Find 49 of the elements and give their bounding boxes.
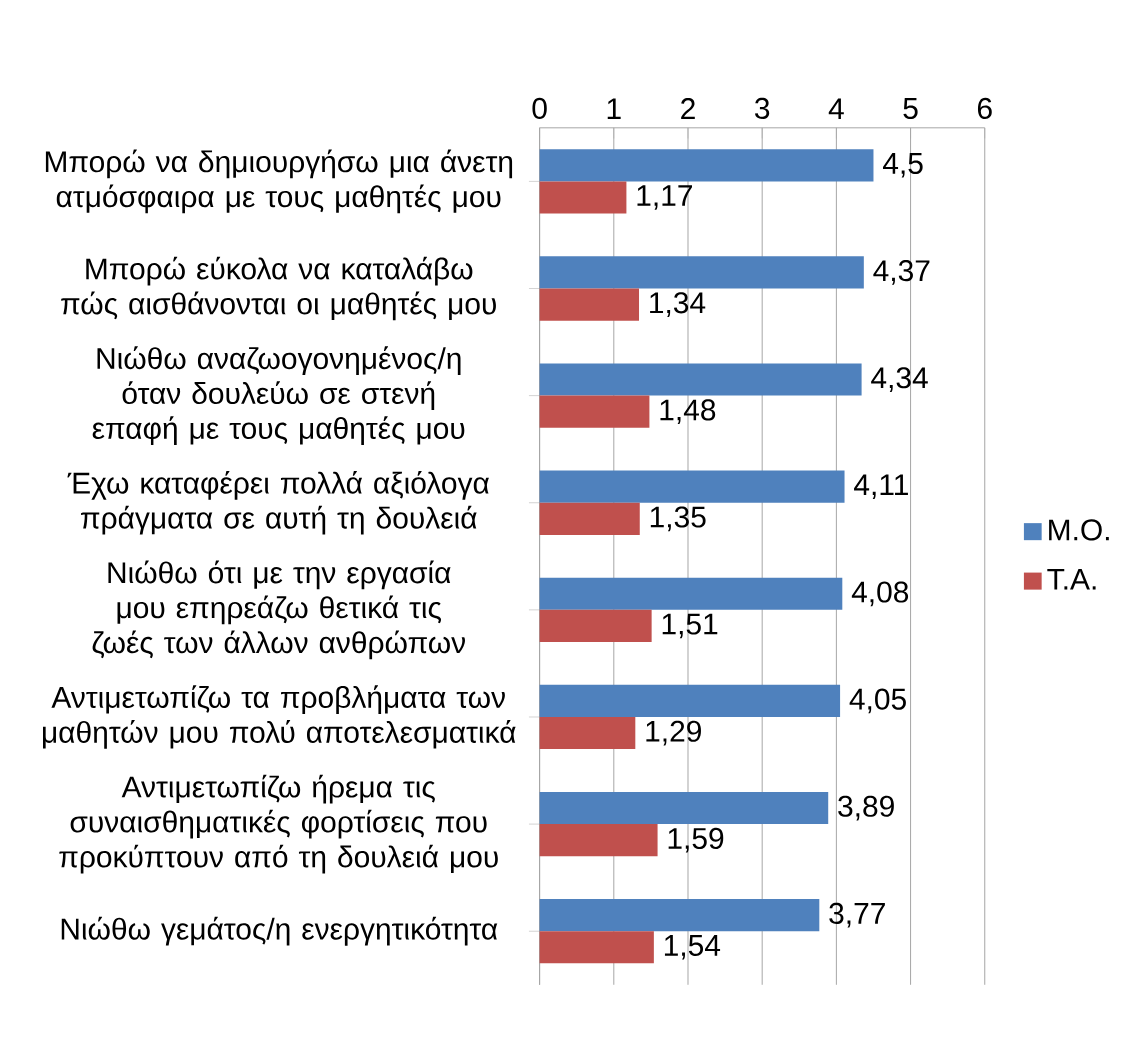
x-tick-label: 3 [754,98,770,120]
data-label: 1,35 [650,506,706,532]
data-label: 1,54 [664,935,721,960]
data-label: 4,11 [854,474,908,500]
y-tick-label: Αντιμετωπίζω τα προβλήματα των μαθητών μου πολύ αποτελεσματικά [43,685,516,749]
x-tick-label: 6 [977,98,992,120]
bar [539,502,640,536]
data-label: 1,48 [660,399,716,425]
y-tick-label: Μπορώ εύκολα να καταλάβω πώς αισθάνονται οι μαθητές μου [61,256,496,321]
bar [539,363,862,396]
bar [539,824,658,857]
bar [539,395,650,428]
data-label: 1,34 [650,292,706,318]
y-tick-label: Έχω καταφέρει πολλά αξιόλογα πράγματα σε αυτή τη δουλειά [67,471,489,535]
data-label: 1,29 [646,720,701,746]
data-label: 4,5 [882,153,923,178]
y-tick-label: Νιώθω γεμάτος/η ενεργητικότητα [61,917,498,946]
x-tick-label: 1 [607,98,621,120]
bar [539,931,654,964]
x-tick-label: 2 [681,98,695,120]
data-label: 4,34 [871,367,928,393]
bar [539,181,627,214]
legend-label: Τ.Α. [1047,569,1096,590]
x-tick-label: 0 [532,98,547,120]
bar [539,610,652,643]
x-tick-label: 4 [828,98,844,120]
data-label: 1,59 [668,828,724,853]
y-tick-label: Νιώθω αναζωογονημένος/η όταν δουλεύω σε στενή επαφή με τους μαθητές μου [92,346,465,446]
data-label: 4,05 [849,688,906,714]
data-label: 3,89 [838,795,894,821]
data-label: 4,08 [851,581,909,607]
bar [539,577,843,611]
y-tick-label: Μπορώ να δημιουργήσω μια άνετη ατμόσφαιρα με τους μαθητές μου [45,149,513,214]
bar [539,288,640,321]
bar [539,685,841,718]
bar [539,470,845,503]
data-label: 1,17 [637,185,692,210]
data-label: 3,77 [829,902,885,928]
bar [539,899,820,932]
bar [539,256,864,289]
bar [539,717,636,750]
data-label: 1,51 [662,613,718,639]
legend-label: Μ.Ο. [1049,519,1109,541]
y-tick-label: Αντιμετωπίζω ήρεμα τις συναισθηματικές φορτίσεις που προκύπτουν από τη δουλειά μου [59,774,498,874]
x-tick-label: 5 [903,98,918,120]
y-tick-label: Νιώθω ότι με την εργασία μου επηρεάζω θετικά τις ζωές των άλλων ανθρώπων [92,560,465,660]
bar [539,149,874,182]
data-label: 4,37 [873,260,930,285]
bar [539,792,829,825]
